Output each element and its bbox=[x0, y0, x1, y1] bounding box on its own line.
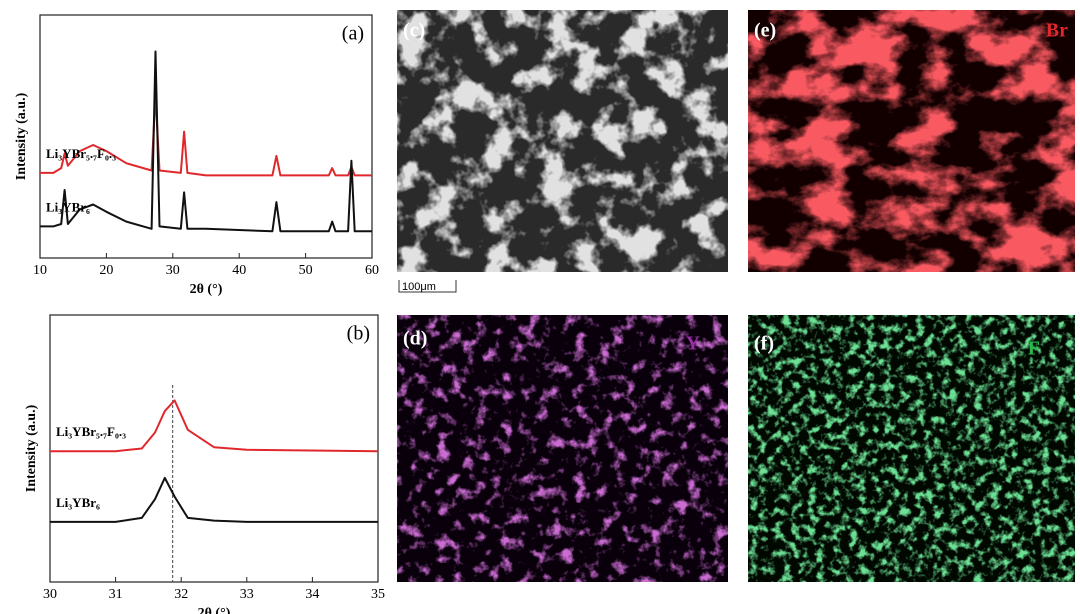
y-axis-label: Intensity (a.u.) bbox=[14, 92, 29, 180]
legend-label: Li₃YBr₆ bbox=[56, 495, 100, 510]
data-line bbox=[50, 476, 378, 523]
x-tick-label: 33 bbox=[240, 587, 254, 602]
image-d bbox=[397, 315, 728, 582]
scale-bar bbox=[398, 280, 457, 293]
x-axis-label: 2θ (°) bbox=[198, 606, 231, 614]
image-e bbox=[748, 10, 1075, 272]
element-label: F bbox=[1028, 338, 1040, 360]
legend-label: Li₃YBr₅.₇F₀.₃ bbox=[46, 146, 116, 161]
data-line bbox=[40, 94, 372, 177]
image-label: (e) bbox=[754, 20, 776, 42]
x-axis-label: 2θ (°) bbox=[190, 282, 223, 297]
data-line bbox=[50, 399, 379, 453]
legend-label: Li₃YBr₆ bbox=[46, 199, 90, 214]
image-label: (c) bbox=[403, 20, 425, 42]
x-tick-label: 30 bbox=[166, 263, 180, 278]
image-label: (f) bbox=[754, 333, 774, 355]
image-c bbox=[397, 10, 728, 272]
x-tick-label: 35 bbox=[371, 587, 385, 602]
panel-label: (b) bbox=[347, 323, 370, 345]
x-tick-label: 10 bbox=[33, 263, 47, 278]
plot-frame bbox=[39, 14, 373, 259]
legend-label: Li₃YBr₅.₇F₀.₃ bbox=[56, 424, 126, 439]
x-tick-label: 60 bbox=[365, 263, 379, 278]
x-tick-label: 34 bbox=[305, 587, 319, 602]
image-label: (d) bbox=[403, 328, 427, 350]
element-label: Br bbox=[1046, 20, 1068, 42]
scale-label: 100μm bbox=[402, 281, 436, 293]
x-tick-label: 20 bbox=[99, 263, 113, 278]
x-tick-label: 32 bbox=[174, 587, 188, 602]
x-tick-label: 50 bbox=[299, 263, 313, 278]
x-tick-label: 31 bbox=[109, 587, 123, 602]
image-f bbox=[748, 315, 1075, 582]
panel-label: (a) bbox=[342, 23, 364, 45]
x-tick-label: 40 bbox=[232, 263, 246, 278]
data-line bbox=[40, 50, 372, 233]
y-axis-label: Intensity (a.u.) bbox=[24, 404, 39, 492]
x-tick-label: 30 bbox=[43, 587, 57, 602]
element-label: Y bbox=[686, 333, 701, 355]
plot-frame bbox=[49, 314, 379, 583]
